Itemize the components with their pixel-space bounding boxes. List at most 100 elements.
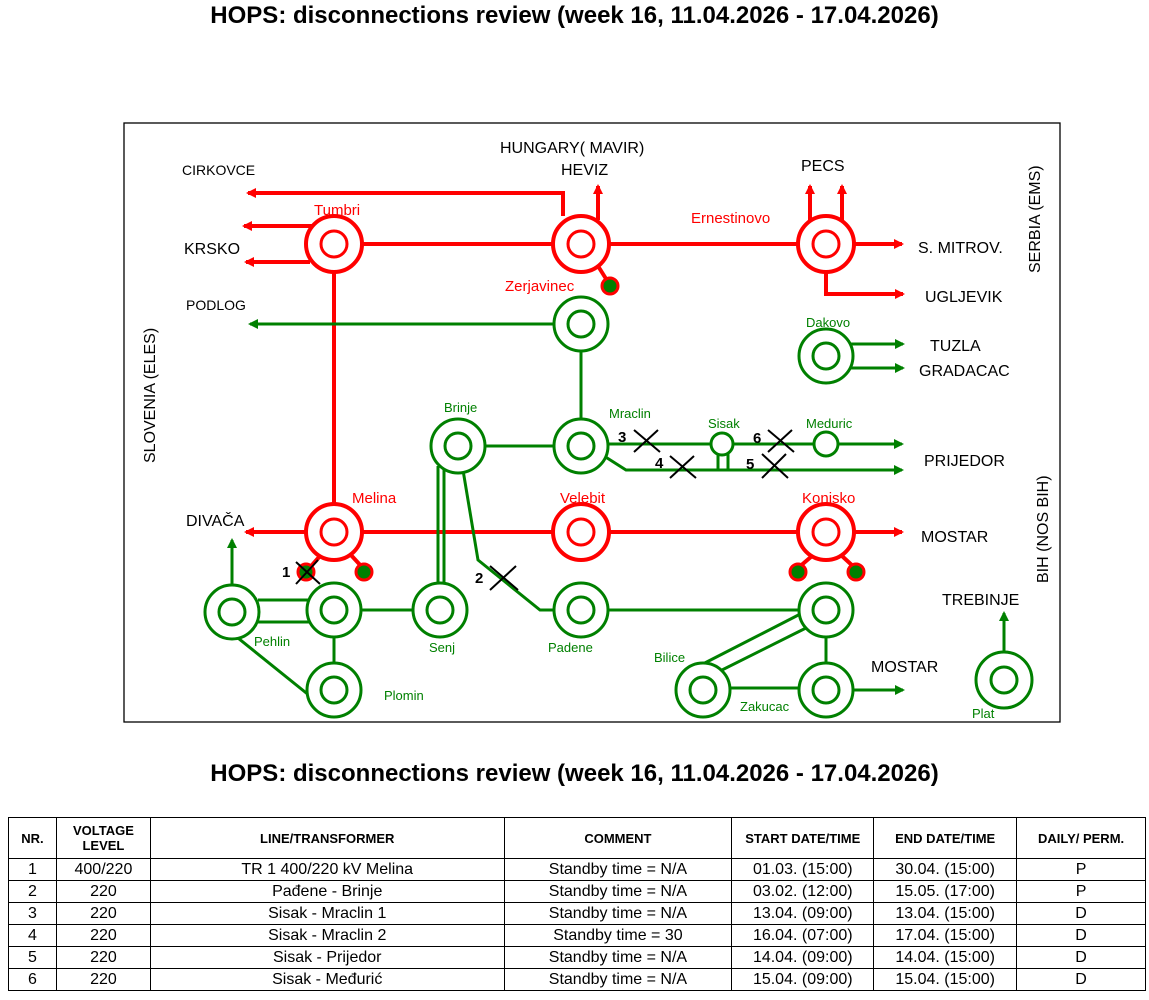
marker-3: 3	[618, 429, 626, 446]
lines-400kv	[242, 184, 905, 574]
marker-1: 1	[282, 564, 290, 581]
table-row: 1 400/220 TR 1 400/220 kV Melina Standby…	[8, 858, 1146, 881]
cell-start: 14.04. (09:00)	[731, 946, 875, 969]
cell-end: 17.04. (15:00)	[873, 924, 1018, 947]
station-velebit: Velebit	[560, 490, 606, 507]
station-padene: Padene	[548, 640, 593, 655]
station-mraclin: Mraclin	[609, 406, 651, 421]
cell-daily-perm: D	[1016, 902, 1146, 925]
cell-voltage: 220	[55, 968, 151, 991]
cell-comment: Standby time = N/A	[503, 946, 733, 969]
ext-divaca: DIVAČA	[186, 511, 245, 530]
cell-voltage: 220	[55, 880, 151, 903]
border-label-hungary: HUNGARY( MAVIR)	[500, 140, 644, 157]
grid-diagram: HUNGARY( MAVIR) SLOVENIA (ELES) SERBIA (…	[123, 122, 1061, 723]
cell-start: 01.03. (15:00)	[731, 858, 875, 881]
cell-line: Sisak - Prijedor	[149, 946, 505, 969]
ext-trebinje: TREBINJE	[942, 592, 1019, 609]
cell-line: Pađene - Brinje	[149, 880, 505, 903]
cell-comment: Standby time = N/A	[503, 858, 733, 881]
station-sisak: Sisak	[708, 416, 740, 431]
cell-nr: 4	[8, 924, 57, 947]
border-label-serbia: SERBIA (EMS)	[1027, 165, 1044, 273]
cell-start: 03.02. (12:00)	[731, 880, 875, 903]
station-bilice: Bilice	[654, 650, 685, 665]
table-row: 4 220 Sisak - Mraclin 2 Standby time = 3…	[8, 924, 1146, 947]
cell-nr: 6	[8, 968, 57, 991]
cell-comment: Standby time = N/A	[503, 902, 733, 925]
station-tumbri: Tumbri	[314, 202, 360, 219]
ext-heviz: HEVIZ	[561, 162, 608, 179]
table-header-row: NR. VOLTAGE LEVEL LINE/TRANSFORMER COMME…	[8, 817, 1146, 859]
station-dakovo: Dakovo	[806, 315, 850, 330]
cell-end: 13.04. (15:00)	[873, 902, 1018, 925]
cell-daily-perm: D	[1016, 946, 1146, 969]
cell-line: TR 1 400/220 kV Melina	[149, 858, 505, 881]
ext-tuzla: TUZLA	[930, 338, 981, 355]
station-pehlin: Pehlin	[254, 634, 290, 649]
col-header-end: END DATE/TIME	[873, 817, 1018, 859]
table-title: HOPS: disconnections review (week 16, 11…	[210, 760, 939, 787]
ext-gradacac: GRADACAC	[919, 363, 1010, 380]
cell-comment: Standby time = 30	[503, 924, 733, 947]
cell-nr: 3	[8, 902, 57, 925]
cell-voltage: 400/220	[55, 858, 151, 881]
page-title: HOPS: disconnections review (week 16, 11…	[210, 2, 939, 29]
lines-220kv	[227, 319, 1009, 698]
marker-2: 2	[475, 570, 483, 587]
col-header-start: START DATE/TIME	[731, 817, 875, 859]
cell-end: 30.04. (15:00)	[873, 858, 1018, 881]
ext-mostar-220: MOSTAR	[871, 659, 938, 676]
station-plat: Plat	[972, 706, 995, 721]
cell-voltage: 220	[55, 902, 151, 925]
ext-podlog: PODLOG	[186, 297, 246, 313]
cell-daily-perm: D	[1016, 924, 1146, 947]
cell-nr: 2	[8, 880, 57, 903]
cell-comment: Standby time = N/A	[503, 880, 733, 903]
table-row: 5 220 Sisak - Prijedor Standby time = N/…	[8, 946, 1146, 969]
table-row: 6 220 Sisak - Međurić Standby time = N/A…	[8, 968, 1146, 991]
ext-prijedor: PRIJEDOR	[924, 453, 1005, 470]
cell-line: Sisak - Mraclin 2	[149, 924, 505, 947]
border-label-slovenia: SLOVENIA (ELES)	[142, 328, 159, 463]
cell-nr: 5	[8, 946, 57, 969]
cell-end: 14.04. (15:00)	[873, 946, 1018, 969]
col-header-voltage: VOLTAGE LEVEL	[55, 817, 151, 859]
ext-krsko: KRSKO	[184, 241, 240, 258]
station-plomin: Plomin	[384, 688, 424, 703]
station-ernestinovo: Ernestinovo	[691, 210, 770, 227]
cell-end: 15.04. (15:00)	[873, 968, 1018, 991]
diagram-frame	[123, 122, 1061, 723]
cell-end: 15.05. (17:00)	[873, 880, 1018, 903]
disconnections-table: NR. VOLTAGE LEVEL LINE/TRANSFORMER COMME…	[8, 817, 1146, 991]
cell-voltage: 220	[55, 924, 151, 947]
cell-daily-perm: P	[1016, 858, 1146, 881]
station-meduric: Meduric	[806, 416, 853, 431]
cell-comment: Standby time = N/A	[503, 968, 733, 991]
cell-daily-perm: P	[1016, 880, 1146, 903]
ext-pecs: PECS	[801, 158, 845, 175]
cell-start: 16.04. (07:00)	[731, 924, 875, 947]
cell-daily-perm: D	[1016, 968, 1146, 991]
col-header-comment: COMMENT	[503, 817, 733, 859]
cell-line: Sisak - Međurić	[149, 968, 505, 991]
table-row: 3 220 Sisak - Mraclin 1 Standby time = N…	[8, 902, 1146, 925]
marker-6: 6	[753, 430, 761, 447]
marker-5: 5	[746, 456, 754, 473]
ext-s-mitrov: S. MITROV.	[918, 240, 1003, 257]
ext-cirkovce: CIRKOVCE	[182, 162, 255, 178]
substations	[203, 214, 1034, 719]
station-senj: Senj	[429, 640, 455, 655]
cell-start: 13.04. (09:00)	[731, 902, 875, 925]
col-header-nr: NR.	[8, 817, 57, 859]
disconnection-crosses	[295, 429, 795, 591]
col-header-daily-perm: DAILY/ PERM.	[1016, 817, 1146, 859]
cell-nr: 1	[8, 858, 57, 881]
ext-ugljevik: UGLJEVIK	[925, 289, 1003, 306]
cell-voltage: 220	[55, 946, 151, 969]
table-row: 2 220 Pađene - Brinje Standby time = N/A…	[8, 880, 1146, 903]
col-header-line: LINE/TRANSFORMER	[149, 817, 505, 859]
station-brinje: Brinje	[444, 400, 477, 415]
station-konjsko: Konjsko	[802, 490, 855, 507]
station-melina: Melina	[352, 490, 397, 507]
